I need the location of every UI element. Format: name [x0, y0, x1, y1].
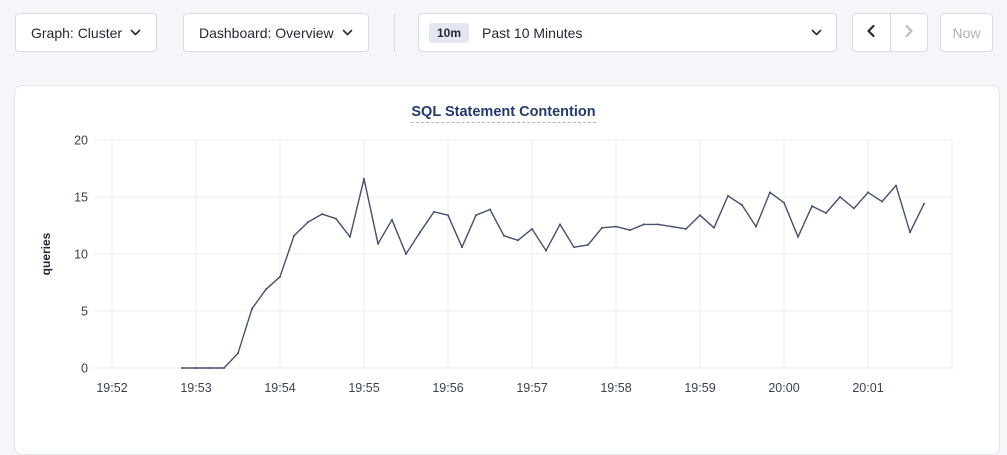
- data-point: [237, 352, 239, 355]
- data-point: [349, 235, 351, 238]
- y-tick-label: 15: [74, 191, 88, 205]
- now-button-label: Now: [952, 24, 981, 41]
- time-range-shortcut-badge: 10m: [429, 22, 470, 43]
- chevron-down-icon: [811, 29, 822, 36]
- data-point: [601, 226, 603, 229]
- data-point: [853, 207, 855, 210]
- x-tick-label: 19:56: [432, 381, 463, 395]
- data-point: [559, 223, 561, 226]
- data-point: [825, 212, 827, 214]
- data-point: [713, 226, 715, 229]
- data-point: [867, 191, 869, 194]
- data-point: [293, 234, 295, 237]
- x-tick-label: 20:00: [768, 381, 799, 395]
- data-point: [783, 201, 785, 204]
- chart-card: [14, 85, 1000, 455]
- data-point: [671, 225, 673, 228]
- data-point: [363, 177, 365, 180]
- data-point: [755, 225, 757, 228]
- prev-time-button[interactable]: [853, 14, 890, 51]
- y-axis-label: queries: [39, 232, 53, 275]
- data-point: [727, 194, 729, 197]
- y-tick-label: 20: [74, 134, 88, 148]
- data-point: [503, 234, 505, 237]
- data-point: [895, 184, 897, 187]
- chart-title[interactable]: SQL Statement Contention: [411, 104, 596, 123]
- time-range-label: Past 10 Minutes: [482, 24, 583, 41]
- x-tick-label: 19:52: [96, 381, 127, 395]
- x-tick-label: 19:55: [348, 381, 379, 395]
- line-series: [181, 178, 925, 369]
- data-point: [279, 275, 281, 278]
- y-tick-label: 10: [74, 248, 88, 262]
- data-point: [391, 218, 393, 221]
- chevron-down-icon: [130, 29, 141, 36]
- data-point: [419, 231, 421, 234]
- data-point: [335, 217, 337, 220]
- data-point: [587, 243, 589, 246]
- data-point: [321, 213, 323, 216]
- data-point: [489, 208, 491, 211]
- data-point: [811, 205, 813, 208]
- x-tick-label: 19:54: [264, 381, 295, 395]
- data-point: [923, 202, 925, 205]
- x-tick-label: 19:57: [516, 381, 547, 395]
- next-time-button[interactable]: [889, 14, 928, 51]
- data-point: [251, 307, 253, 310]
- data-point: [517, 239, 519, 242]
- data-point: [881, 200, 883, 203]
- data-point: [447, 214, 449, 217]
- data-point: [615, 225, 617, 228]
- x-tick-label: 19:58: [600, 381, 631, 395]
- y-tick-label: 5: [81, 305, 88, 319]
- x-tick-label: 19:59: [684, 381, 715, 395]
- data-point: [741, 204, 743, 206]
- data-point: [433, 210, 435, 213]
- data-point: [643, 223, 645, 226]
- data-point: [461, 246, 463, 249]
- dashboard-dropdown-label: Dashboard: Overview: [199, 24, 334, 41]
- chevron-right-icon: [904, 24, 914, 41]
- data-point: [307, 221, 309, 224]
- data-point: [265, 288, 267, 291]
- dashboard-dropdown[interactable]: Dashboard: Overview: [183, 13, 369, 52]
- data-point: [405, 253, 407, 255]
- data-point: [223, 367, 225, 369]
- time-range-dropdown[interactable]: 10m Past 10 Minutes: [418, 13, 837, 52]
- chart-title-wrap: SQL Statement Contention: [0, 103, 1007, 123]
- y-tick-label: 0: [81, 362, 88, 376]
- data-point: [377, 242, 379, 245]
- data-point: [685, 227, 687, 230]
- time-nav-group: [852, 13, 928, 52]
- data-point: [797, 235, 799, 238]
- now-button[interactable]: Now: [940, 13, 993, 52]
- data-point: [839, 196, 841, 198]
- data-point: [769, 191, 771, 194]
- data-point: [195, 367, 197, 369]
- data-point: [657, 223, 659, 226]
- data-point: [531, 227, 533, 230]
- x-tick-label: 20:01: [852, 381, 883, 395]
- x-tick-label: 19:53: [180, 381, 211, 395]
- toolbar-divider: [394, 13, 395, 52]
- data-point: [545, 249, 547, 252]
- data-point: [181, 367, 183, 369]
- data-point: [909, 231, 911, 234]
- data-point: [699, 214, 701, 217]
- graph-dropdown[interactable]: Graph: Cluster: [15, 13, 157, 52]
- data-point: [475, 214, 477, 217]
- graph-dropdown-label: Graph: Cluster: [31, 24, 123, 41]
- chevron-down-icon: [342, 29, 353, 36]
- line-chart-plot-area[interactable]: 0 5 10 15 20 19:52 19:53 19:54 19:55 19:56 19:57 19…: [14, 85, 1000, 430]
- data-point: [573, 246, 575, 249]
- data-point: [629, 229, 631, 232]
- chevron-left-icon: [866, 24, 876, 41]
- data-point: [209, 367, 211, 369]
